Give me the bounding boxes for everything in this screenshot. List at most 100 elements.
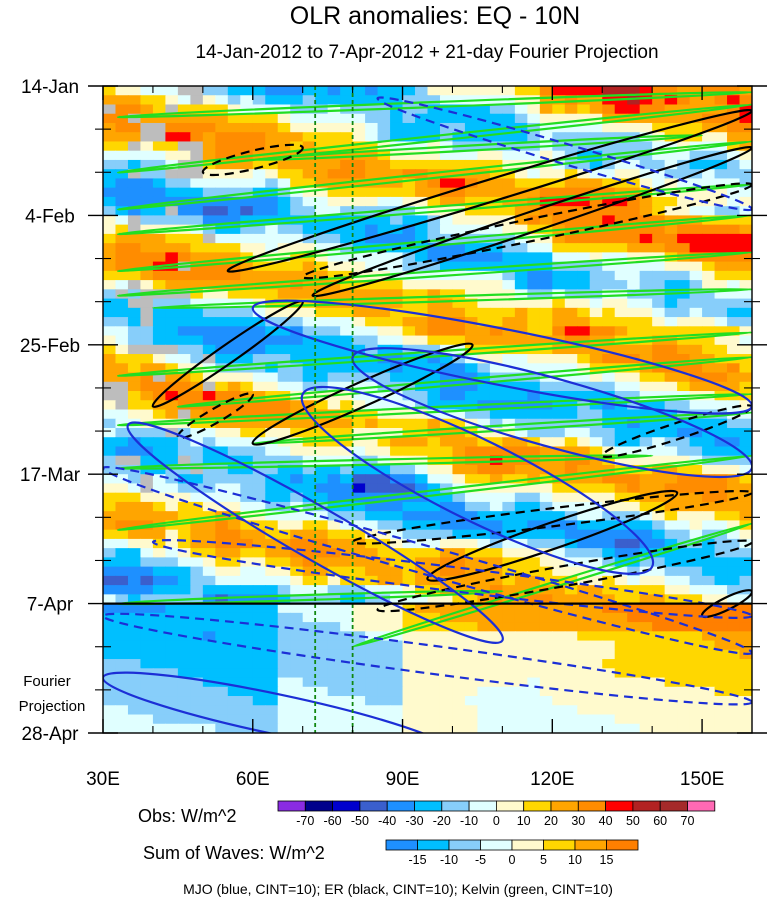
obs-cell <box>552 538 566 549</box>
projected-cell <box>377 668 391 679</box>
obs-cell <box>127 141 142 152</box>
obs-cell <box>602 474 616 485</box>
colorbar-box <box>480 839 513 851</box>
projected-cell <box>477 622 491 632</box>
projected-cell <box>277 705 291 716</box>
obs-cell <box>614 317 628 327</box>
obs-cell <box>514 372 528 383</box>
obs-cell <box>240 492 254 503</box>
obs-cell <box>652 86 666 96</box>
projected-cell <box>664 640 678 651</box>
obs-cell <box>177 307 191 318</box>
obs-cell <box>277 169 291 180</box>
obs-cell <box>302 363 316 374</box>
obs-cell <box>714 372 728 383</box>
obs-cell <box>627 86 641 96</box>
projected-cell <box>464 659 479 669</box>
obs-cell <box>215 95 229 106</box>
obs-cell <box>514 95 528 106</box>
obs-cell <box>302 159 316 170</box>
obs-cell <box>502 566 516 577</box>
obs-cell <box>552 132 566 143</box>
obs-cell <box>477 501 491 512</box>
obs-cell <box>202 557 216 568</box>
obs-cell <box>502 391 516 401</box>
obs-cell <box>489 427 503 438</box>
obs-cell <box>277 270 291 281</box>
obs-cell <box>577 575 591 586</box>
projected-cell <box>614 631 628 642</box>
obs-cell <box>677 196 691 207</box>
obs-cell <box>327 400 341 411</box>
obs-cell <box>365 511 379 522</box>
obs-cell <box>514 141 528 152</box>
obs-cell <box>277 150 291 161</box>
obs-cell <box>290 529 304 540</box>
obs-cell <box>477 132 491 143</box>
projected-cell <box>215 705 229 716</box>
projected-cell <box>265 649 279 660</box>
obs-cell <box>140 215 154 226</box>
obs-cell <box>327 187 341 198</box>
obs-cell <box>377 243 391 253</box>
obs-cell <box>602 298 616 309</box>
projected-cell <box>464 649 479 660</box>
projected-cell <box>277 686 291 697</box>
obs-cell <box>115 418 129 429</box>
obs-cell <box>315 252 329 263</box>
obs-cell <box>227 409 241 420</box>
obs-cell <box>103 95 117 106</box>
obs-cell <box>127 511 142 522</box>
obs-cell <box>727 501 741 512</box>
obs-cell <box>527 178 541 189</box>
projected-cell <box>564 659 578 669</box>
projected-cell <box>514 668 528 679</box>
obs-cell <box>739 372 752 383</box>
obs-cell <box>340 150 354 161</box>
obs-cell <box>477 427 491 438</box>
obs-cell <box>464 474 479 485</box>
obs-cell <box>514 483 528 494</box>
obs-cell <box>277 307 291 318</box>
obs-cell <box>502 409 516 420</box>
obs-cell <box>664 446 678 457</box>
obs-cell <box>439 446 454 457</box>
obs-cell <box>664 354 678 364</box>
obs-cell <box>227 418 241 429</box>
obs-cell <box>152 86 166 96</box>
obs-cell <box>365 335 379 346</box>
projected-cell <box>552 686 566 697</box>
obs-cell <box>552 243 566 253</box>
obs-cell <box>290 122 304 133</box>
obs-cell <box>464 372 479 383</box>
obs-cell <box>502 372 516 383</box>
projected-cell <box>677 696 691 706</box>
obs-cell <box>165 557 179 568</box>
projected-cell <box>739 622 752 632</box>
obs-cell <box>614 169 628 180</box>
obs-cell <box>689 418 703 429</box>
projected-cell <box>103 603 117 614</box>
obs-cell <box>327 113 341 124</box>
projected-cell <box>739 659 752 669</box>
projected-cell <box>140 677 154 688</box>
obs-cell <box>739 511 752 522</box>
obs-cell <box>340 391 354 401</box>
obs-cell <box>702 492 716 503</box>
obs-cell <box>727 122 741 133</box>
projected-cell <box>639 714 653 725</box>
obs-cell <box>402 335 416 346</box>
obs-cell <box>714 566 728 577</box>
obs-cell <box>140 585 154 595</box>
projected-cell <box>103 677 117 688</box>
obs-cell <box>252 538 266 549</box>
projected-cell <box>115 622 129 632</box>
obs-cell <box>402 86 416 96</box>
obs-cell <box>103 196 117 207</box>
projected-cell <box>240 640 254 651</box>
obs-cell <box>377 575 391 586</box>
obs-cell <box>502 464 516 475</box>
projected-cell <box>527 705 541 716</box>
obs-cell <box>639 446 653 457</box>
projected-cell <box>215 723 229 733</box>
